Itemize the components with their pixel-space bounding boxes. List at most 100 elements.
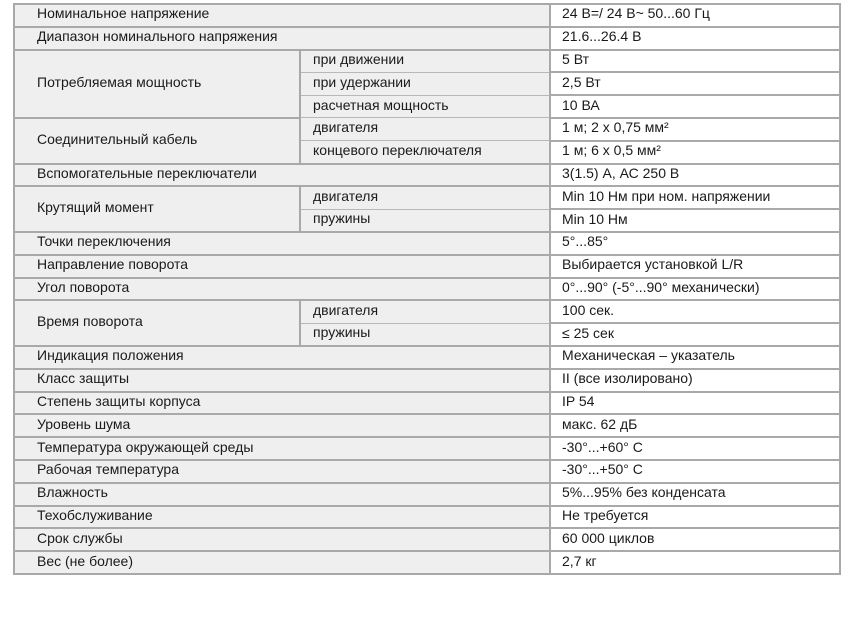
parameter-label: Индикация положения [12, 344, 552, 370]
parameter-value: 24 В=/ 24 В~ 50...60 Гц [549, 3, 842, 28]
sub-parameter-label: двигателя [298, 117, 552, 142]
sub-parameter-label-text: концевого переключателя [313, 141, 482, 158]
table-row: Степень защиты корпуса IP 54 [12, 390, 842, 416]
table-row: Уровень шума макс. 62 дБ [12, 413, 842, 439]
parameter-label-text: Направление поворота [37, 256, 189, 273]
parameter-value-text: -30°...+60° C [562, 438, 643, 455]
sub-parameter-label-text: расчетная мощность [313, 96, 449, 113]
table-row: Соединительный кабель двигателя 1 м; 2 x 0… [13, 116, 842, 165]
table-row: Влажность 5%...95% без конденсата [12, 481, 842, 507]
parameter-value-text: Min 10 Нм [562, 210, 628, 227]
parameter-value: 1 м; 6 x 0,5 мм² [549, 139, 842, 165]
parameter-label-text: Срок службы [37, 529, 123, 546]
table-row: Угол поворота 0°...90° (-5°...90° механич… [12, 276, 842, 302]
parameter-label-text: Уровень шума [37, 415, 131, 432]
table-row: Время поворота двигателя 100 сек. [13, 299, 842, 347]
parameter-value: 5%...95% без конденсата [549, 481, 842, 507]
table-row: расчетная мощность 10 ВА [14, 94, 842, 119]
parameter-value-text: 1 м; 6 x 0,5 мм² [562, 142, 661, 159]
parameter-label-text: Техобслуживание [37, 506, 153, 523]
table-row: пружины Min 10 Нм [14, 208, 842, 233]
sub-parameter-label: при удержании [298, 71, 552, 96]
table-row: Диапазон номинального напряжения 21.6...2… [12, 25, 842, 51]
parameter-value-text: -30°...+50° C [562, 461, 643, 478]
parameter-label-text: Индикация положения [37, 347, 184, 364]
parameter-label: Уровень шума [12, 413, 552, 439]
parameter-label-text: Соединительный кабель [37, 130, 198, 147]
table-row: Направление поворота Выбирается установко… [12, 253, 842, 279]
table-row: Точки переключения 5°...85° [12, 230, 842, 256]
parameter-value: 5 Вт [549, 48, 842, 74]
parameter-value-text: 5°...85° [562, 233, 609, 250]
parameter-label: Температура окружающей среды [12, 436, 552, 461]
sub-parameter-label: пружины [298, 208, 552, 233]
sub-parameter-label-text: пружины [313, 210, 371, 227]
parameter-label-text: Номинальное напряжение [37, 5, 210, 22]
parameter-value: 100 сек. [549, 299, 842, 325]
parameter-label: Техобслуживание [12, 504, 552, 530]
parameter-label: Диапазон номинального напряжения [12, 25, 552, 51]
parameter-label: Направление поворота [12, 253, 552, 279]
sub-parameter-label-text: двигателя [313, 188, 379, 205]
parameter-label-text: Степень защиты корпуса [37, 392, 201, 409]
parameter-label-text: Крутящий момент [37, 199, 154, 216]
table-row: Класс защиты II (все изолировано) [12, 367, 842, 393]
parameter-label: Номинальное напряжение [12, 3, 552, 28]
parameter-value: 2,5 Вт [549, 71, 842, 97]
sub-parameter-label: двигателя [298, 185, 552, 210]
parameter-value: Не требуется [549, 504, 842, 530]
parameter-value-text: 100 сек. [562, 301, 615, 318]
table-row: Рабочая температура -30°...+50° C [12, 458, 842, 484]
parameter-value-text: ≤ 25 сек [562, 324, 614, 341]
parameter-value: II (все изолировано) [549, 367, 842, 393]
parameter-label: Вспомогательные переключатели [12, 162, 552, 188]
parameter-value-text: Выбирается установкой L/R [562, 256, 744, 273]
parameter-value-text: Механическая – указатель [562, 347, 735, 364]
sub-parameter-label-text: двигателя [313, 302, 379, 318]
parameter-value-text: 1 м; 2 x 0,75 мм² [562, 119, 669, 136]
sub-parameter-label: двигателя [298, 299, 552, 324]
parameter-label: Рабочая температура [12, 458, 552, 484]
table-row: при удержании 2,5 Вт [14, 71, 842, 97]
table-row: Крутящий момент двигателя Min 10 Нм при но… [13, 185, 842, 233]
parameter-value: -30°...+50° C [549, 458, 842, 484]
parameter-value-text: 24 В=/ 24 В~ 50...60 Гц [562, 5, 710, 22]
parameter-value-text: IP 54 [562, 392, 595, 409]
sub-parameter-label: пружины [298, 322, 552, 347]
parameter-value-text: 5%...95% без конденсата [562, 484, 726, 501]
table-row: Вес (не более) 2,7 кг [12, 550, 842, 575]
table-row: Вспомогательные переключатели 3(1.5) А, А… [12, 162, 842, 188]
parameter-label: Крутящий момент [13, 185, 301, 233]
parameter-label: Угол поворота [12, 276, 552, 302]
parameter-label: Соединительный кабель [13, 116, 301, 165]
parameter-value: Min 10 Нм [549, 208, 842, 233]
sub-parameter-label-text: при удержании [313, 73, 411, 90]
parameter-label: Время поворота [13, 299, 301, 347]
parameter-value-text: 2,5 Вт [562, 73, 601, 90]
parameter-value: 0°...90° (-5°...90° механически) [549, 276, 842, 302]
parameter-label: Класс защиты [12, 367, 552, 393]
parameter-value: 3(1.5) А, АС 250 В [549, 162, 842, 188]
sub-parameter-label-text: двигателя [313, 119, 379, 136]
parameter-value: макс. 62 дБ [549, 413, 842, 439]
parameter-label: Потребляемая мощность [13, 48, 301, 119]
parameter-label-text: Рабочая температура [37, 461, 179, 478]
table-row: пружины ≤ 25 сек [14, 322, 842, 347]
parameter-value: Механическая – указатель [549, 344, 842, 370]
table-row: Индикация положения Механическая – указат… [12, 344, 842, 370]
table-row: Номинальное напряжение 24 В=/ 24 В~ 50...… [12, 3, 842, 28]
parameter-label: Степень защиты корпуса [12, 390, 552, 416]
parameter-value: Min 10 Нм при ном. напряжении [549, 185, 842, 211]
parameter-value: 5°...85° [549, 230, 842, 256]
sub-parameter-label-text: при движении [313, 51, 405, 68]
sub-parameter-label: концевого переключателя [298, 140, 552, 165]
parameter-value: 21.6...26.4 В [549, 25, 842, 51]
parameter-value-text: макс. 62 дБ [562, 415, 638, 432]
parameter-value-text: II (все изолировано) [562, 370, 693, 387]
parameter-label-text: Угол поворота [37, 278, 130, 295]
parameter-label-text: Класс защиты [37, 370, 130, 387]
specifications-body: Номинальное напряжение 24 В=/ 24 В~ 50...… [12, 3, 842, 575]
parameter-value-text: 2,7 кг [562, 552, 597, 569]
sub-parameter-label-text: пружины [313, 324, 371, 341]
parameter-label-text: Диапазон номинального напряжения [37, 28, 278, 45]
